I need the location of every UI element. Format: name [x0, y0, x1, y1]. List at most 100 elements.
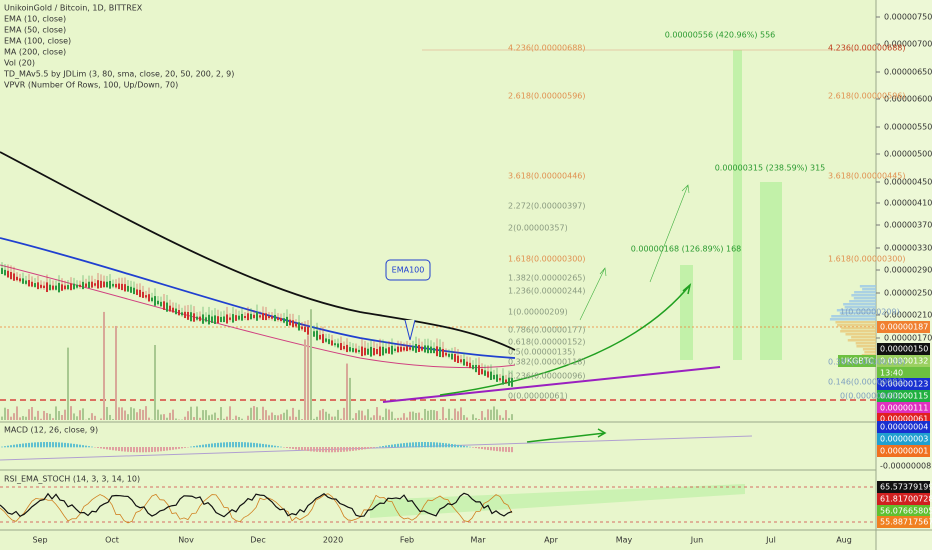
volume-bar [301, 419, 303, 420]
macd-bar [307, 447, 309, 451]
candle [148, 294, 150, 301]
candle [460, 359, 462, 362]
macd-bar [13, 445, 15, 448]
macd-bar [364, 447, 366, 449]
macd-bar [289, 447, 291, 448]
volume-bar [289, 416, 291, 420]
macd-bar [91, 447, 93, 448]
price-label: 0.00000750 [884, 13, 932, 22]
candle [25, 281, 27, 284]
macd-bar [1, 447, 3, 448]
macd-bar [415, 442, 417, 447]
macd-bar [247, 442, 249, 447]
time-label: Nov [178, 536, 194, 545]
volume-bar [268, 415, 270, 420]
macd-bar [256, 443, 258, 447]
candle [466, 362, 468, 366]
macd-bar [193, 446, 195, 447]
volume-bar [220, 407, 222, 420]
volume-bar [352, 418, 354, 420]
volume-bar [379, 416, 381, 420]
candle [202, 314, 204, 323]
macd-bar [175, 447, 177, 449]
candle [484, 370, 486, 375]
candle [352, 348, 354, 352]
macd-bar [361, 447, 363, 450]
legend-item: UnikoinGold / Bitcoin, 1D, BITTREX [4, 4, 143, 13]
price-tag-label: 0.00000187 [880, 323, 928, 332]
macd-bar [283, 447, 285, 448]
volume-bar [259, 419, 261, 420]
macd-bar [478, 447, 480, 449]
volume-bar [487, 409, 489, 420]
volume-bar [10, 417, 12, 420]
macd-bar [157, 447, 159, 452]
macd-bar [109, 447, 111, 450]
candle [28, 280, 30, 286]
macd-bar [163, 447, 165, 451]
candle [154, 296, 156, 306]
price-label: -0.00000008 [880, 462, 931, 471]
macd-bar [349, 447, 351, 451]
candle [331, 340, 333, 345]
macd-bar [322, 447, 324, 452]
volume-bar [460, 407, 462, 420]
price-tag-label: 0.00000004 [880, 423, 928, 432]
macd-bar [367, 447, 369, 449]
volume-bar [217, 418, 219, 420]
volume-bar [199, 418, 201, 420]
volume-bar [355, 413, 357, 420]
volume-bar [343, 408, 345, 420]
volume-bar [103, 312, 105, 420]
macd-bar [391, 445, 393, 448]
candle [121, 284, 123, 290]
candle [16, 277, 18, 280]
macd-bar [16, 444, 18, 447]
time-label: Feb [400, 536, 414, 545]
fib-label: 1(0.00000209) [840, 308, 900, 317]
macd-bar [418, 442, 420, 447]
candle [34, 283, 36, 287]
volume-bar [250, 408, 252, 420]
candle [457, 356, 459, 363]
macd-bar [133, 447, 135, 452]
candle [142, 292, 144, 298]
macd-bar [454, 444, 456, 447]
fib-label: 2(0.00000357) [508, 224, 568, 233]
macd-bar [508, 447, 510, 452]
volume-bar [364, 415, 366, 420]
macd-bar [244, 442, 246, 447]
macd-bar [286, 447, 288, 448]
candle [1, 268, 3, 274]
volume-bar [16, 406, 18, 420]
macd-bar [436, 442, 438, 447]
macd-bar [472, 447, 474, 448]
volume-bar [142, 410, 144, 420]
candle [193, 313, 195, 321]
fib-label: 1.382(0.00000265) [508, 274, 586, 283]
candle [268, 316, 270, 318]
candle [316, 331, 318, 341]
fib-label: 0(0.00000061) [840, 392, 900, 401]
vpvr-bar [837, 324, 876, 327]
candle [472, 365, 474, 369]
candle [412, 346, 414, 351]
macd-bar [280, 447, 282, 448]
candle [439, 347, 441, 357]
candle [340, 343, 342, 350]
projection-box [733, 50, 742, 360]
price-tag-label: 0.00000001 [880, 447, 928, 456]
candle [385, 348, 387, 353]
annotation: 0.00000556 (420.96%) 556 [665, 31, 776, 40]
macd-bar [439, 443, 441, 448]
annotation: 0.00000168 (126.89%) 168 [631, 245, 742, 254]
fib-label: 1.236(0.00000244) [508, 287, 586, 296]
volume-bar [430, 410, 432, 420]
macd-bar [403, 443, 405, 447]
volume-bar [43, 411, 45, 420]
candle [487, 371, 489, 377]
candle [238, 316, 240, 320]
time-label: Dec [250, 536, 265, 545]
vpvr-bar [843, 303, 876, 306]
volume-bar [91, 413, 93, 420]
